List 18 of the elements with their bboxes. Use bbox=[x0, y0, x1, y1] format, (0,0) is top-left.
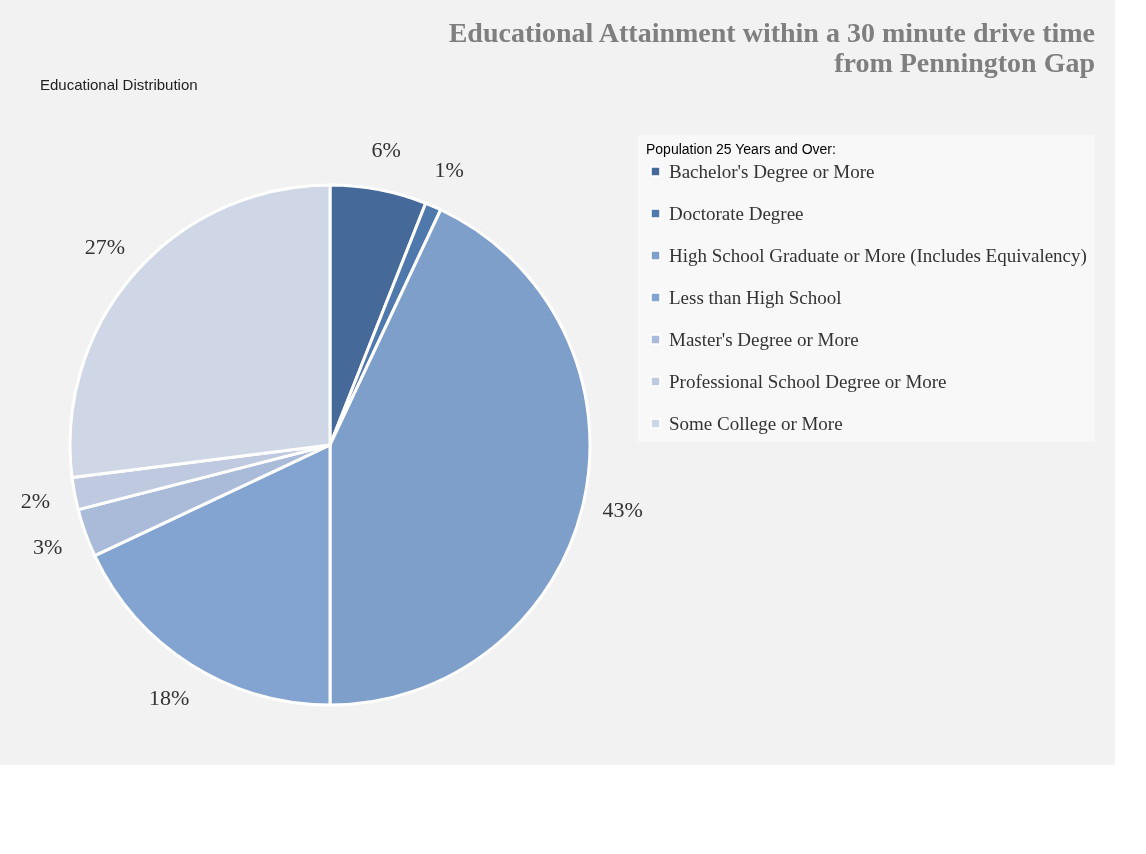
data-label: 43% bbox=[602, 497, 643, 523]
data-label: 2% bbox=[20, 488, 50, 514]
text: Educational Distribution bbox=[40, 76, 198, 93]
data-label: 18% bbox=[149, 685, 190, 711]
legend-label: Some College or More bbox=[669, 412, 843, 434]
legend-label: Bachelor's Degree or More bbox=[669, 160, 875, 182]
data-label: 1% bbox=[434, 156, 464, 182]
legend-label: Less than High School bbox=[669, 286, 842, 308]
data-label: 3% bbox=[33, 533, 63, 559]
legend-title: Population 25 Years and Over: bbox=[646, 141, 836, 157]
text: from Pennington Gap bbox=[834, 47, 1095, 78]
data-label: 6% bbox=[371, 137, 401, 163]
legend-label: Master's Degree or More bbox=[669, 328, 859, 350]
legend-label: Doctorate Degree bbox=[669, 202, 804, 224]
data-label: 27% bbox=[84, 233, 126, 259]
legend-label: Professional School Degree or More bbox=[669, 370, 947, 392]
text: Educational Attainment within a 30 minute drive time bbox=[448, 17, 1095, 48]
legend-label: High School Graduate or More (Includes Equivalency) bbox=[669, 244, 1087, 267]
